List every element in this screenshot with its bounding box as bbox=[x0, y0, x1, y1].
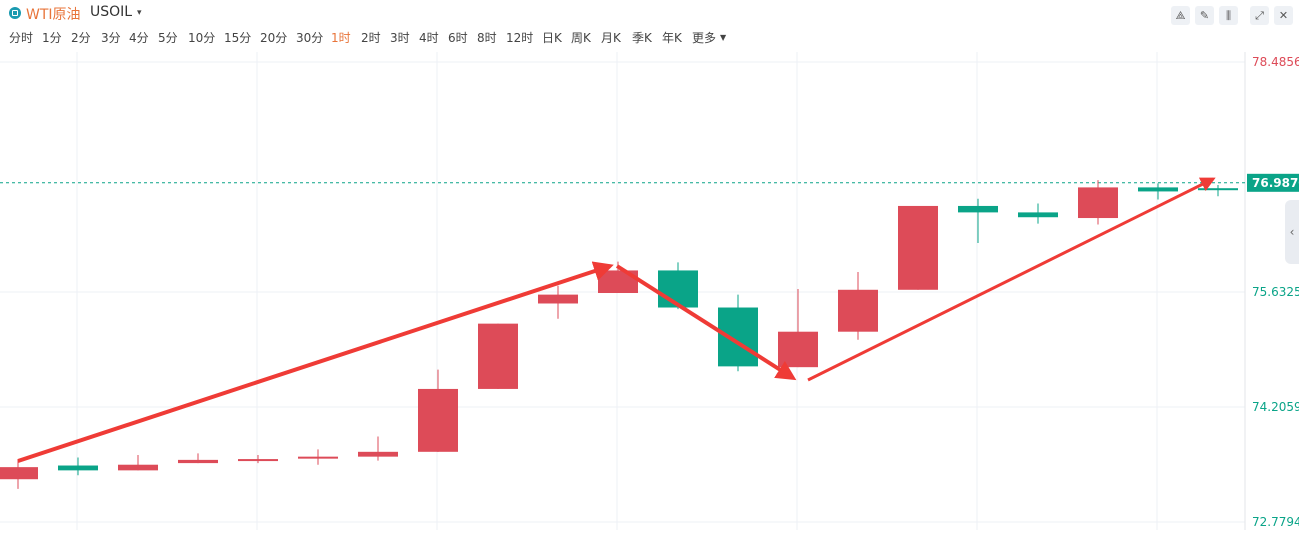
pen-icon[interactable]: ✎ bbox=[1195, 6, 1214, 25]
timeframe-19[interactable]: 月K bbox=[601, 31, 621, 45]
indicator-icon[interactable]: ⟁ bbox=[1171, 6, 1190, 25]
candle-body-16 bbox=[958, 205, 998, 213]
more-chevron-icon[interactable]: ▼ bbox=[720, 33, 727, 42]
expand-icon[interactable]: ⤢ bbox=[1250, 6, 1269, 25]
timeframe-5[interactable]: 5分 bbox=[158, 31, 178, 45]
y-tick-label-0: 78.4856 bbox=[1252, 55, 1299, 69]
trend-arrow-1 bbox=[615, 264, 797, 381]
trend-arrow-0 bbox=[17, 261, 614, 463]
candle-body-0 bbox=[0, 467, 38, 480]
timeframe-16[interactable]: 12时 bbox=[506, 31, 534, 45]
candle-body-17 bbox=[1018, 212, 1058, 218]
candle-body-7 bbox=[418, 388, 458, 452]
candle-body-20 bbox=[1198, 188, 1238, 191]
y-tick-label-3: 72.7794 bbox=[1252, 515, 1299, 529]
candle-body-15 bbox=[898, 205, 938, 290]
timeframe-4[interactable]: 4分 bbox=[129, 31, 149, 45]
timeframe-8[interactable]: 20分 bbox=[260, 31, 288, 45]
chevron-down-icon[interactable]: ▾ bbox=[137, 8, 142, 18]
timeframe-18[interactable]: 周K bbox=[571, 31, 591, 45]
timeframe-17[interactable]: 日K bbox=[542, 31, 562, 45]
close-icon[interactable]: ✕ bbox=[1274, 6, 1293, 25]
y-tick-label-1: 75.6325 bbox=[1252, 285, 1299, 299]
timeframe-15[interactable]: 8时 bbox=[477, 31, 497, 45]
symbol-code[interactable]: USOIL bbox=[90, 4, 133, 20]
candle-body-14 bbox=[838, 289, 878, 332]
candle-body-8 bbox=[478, 323, 518, 389]
timeframe-9[interactable]: 30分 bbox=[296, 31, 324, 45]
candle-body-13 bbox=[778, 331, 818, 368]
candle-body-6 bbox=[358, 451, 398, 457]
candle-body-3 bbox=[178, 459, 218, 464]
timeframe-12[interactable]: 3时 bbox=[390, 31, 410, 45]
candle-body-18 bbox=[1078, 187, 1118, 219]
trend-arrow-2 bbox=[807, 177, 1216, 382]
y-tick-label-2: 74.2059 bbox=[1252, 400, 1299, 414]
timeframe-22[interactable]: 更多 bbox=[692, 31, 717, 45]
timeframe-11[interactable]: 2时 bbox=[361, 31, 381, 45]
candle-body-19 bbox=[1138, 187, 1178, 192]
symbol-icon bbox=[9, 7, 21, 19]
timeframe-10[interactable]: 1时 bbox=[331, 31, 351, 45]
timeframe-14[interactable]: 6时 bbox=[448, 31, 468, 45]
symbol-name[interactable]: WTI原油 bbox=[26, 7, 81, 23]
candle-body-5 bbox=[298, 456, 338, 459]
last-price-box bbox=[1247, 173, 1299, 192]
timeframe-2[interactable]: 2分 bbox=[71, 31, 91, 45]
candle-body-1 bbox=[58, 465, 98, 471]
timeframe-1[interactable]: 1分 bbox=[42, 31, 62, 45]
timeframe-0[interactable]: 分时 bbox=[9, 31, 34, 45]
timeframe-6[interactable]: 10分 bbox=[188, 31, 216, 45]
timeframe-21[interactable]: 年K bbox=[662, 31, 682, 45]
collapse-panel-tab[interactable]: ‹ bbox=[1285, 200, 1299, 264]
candle-body-12 bbox=[718, 307, 758, 367]
timeframe-7[interactable]: 15分 bbox=[224, 31, 252, 45]
chart-header: WTI原油 USOIL ▾ ⟁ ✎ ⫼ ⤢ ✕ bbox=[0, 0, 1299, 28]
candle-body-2 bbox=[118, 464, 158, 471]
candle-body-4 bbox=[238, 459, 278, 462]
candle-type-icon[interactable]: ⫼ bbox=[1219, 6, 1238, 25]
candle-body-11 bbox=[658, 270, 698, 308]
last-price-label: 76.9870 bbox=[1252, 176, 1299, 190]
timeframe-13[interactable]: 4时 bbox=[419, 31, 439, 45]
candle-body-9 bbox=[538, 294, 578, 304]
timeframe-20[interactable]: 季K bbox=[632, 31, 652, 45]
timeframe-3[interactable]: 3分 bbox=[101, 31, 121, 45]
